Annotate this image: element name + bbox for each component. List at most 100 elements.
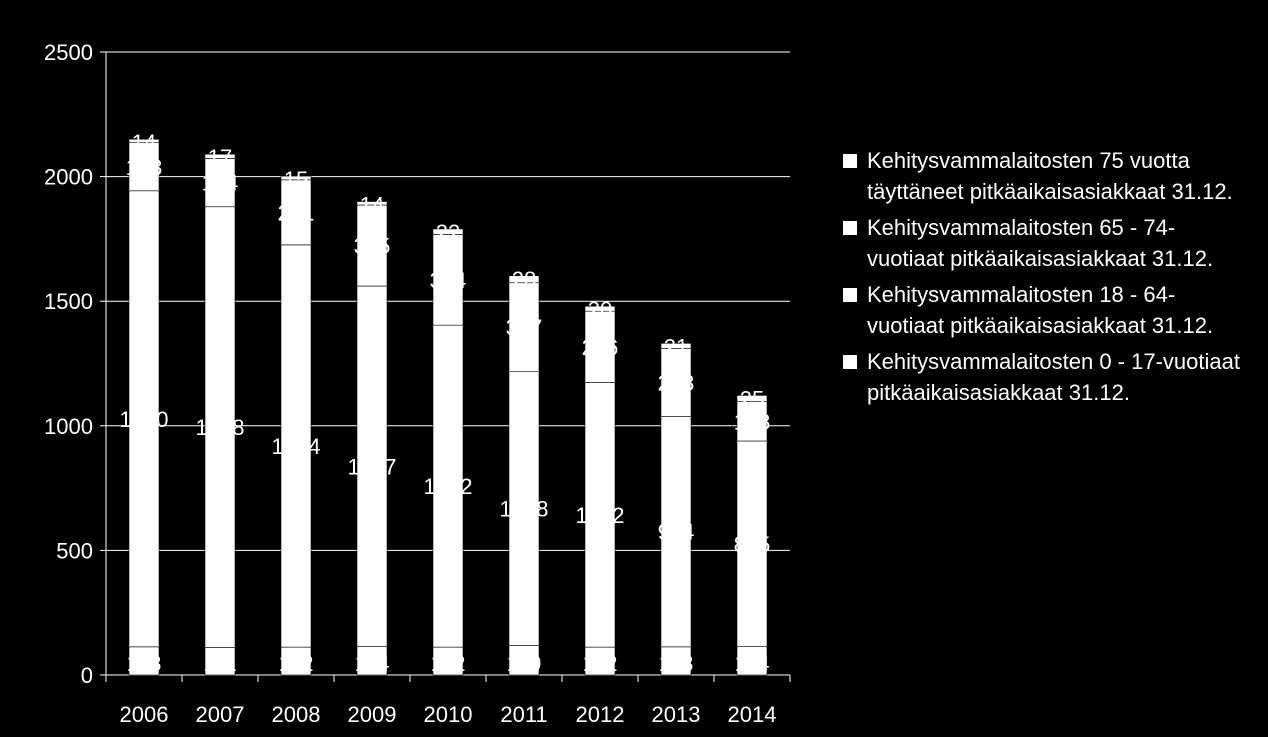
bar-segment — [356, 285, 388, 647]
bar-segment — [280, 175, 312, 181]
y-tick-label: 2000 — [44, 165, 93, 190]
legend-label: Kehitysvammalaitosten 18 - 64-vuotiaat p… — [867, 282, 1214, 338]
data-label: 119 — [506, 651, 541, 676]
x-tick-label: 2012 — [576, 702, 625, 727]
data-label: 15 — [284, 167, 308, 192]
legend-item-75-plus: Kehitysvammalaitosten 75 vuotta täyttäne… — [843, 146, 1243, 207]
bar-segment — [280, 646, 312, 676]
bar-segment — [508, 371, 540, 646]
x-tick-label: 2009 — [348, 702, 397, 727]
data-label: 1614 — [272, 434, 321, 459]
data-label: 158 — [734, 409, 771, 434]
y-tick-label: 2500 — [44, 40, 93, 65]
bar-segment — [508, 282, 540, 373]
data-label: 112 — [582, 651, 617, 676]
bar-segment — [584, 305, 616, 312]
data-label: 325 — [354, 234, 391, 259]
data-label: 364 — [430, 268, 467, 293]
bar-segment — [584, 310, 616, 383]
bar-segment — [736, 646, 768, 676]
x-tick-label: 2011 — [500, 702, 547, 727]
data-label: 14 — [132, 130, 156, 155]
bar-segment — [204, 206, 236, 648]
bar-segment — [204, 647, 236, 676]
legend-swatch — [843, 288, 857, 302]
data-label: 21 — [664, 334, 688, 359]
data-label: 113 — [126, 651, 161, 676]
data-label: 1098 — [500, 497, 549, 522]
data-labels: 1131830193141111768194171121614261151141… — [120, 130, 771, 676]
data-label: 114 — [734, 651, 769, 676]
y-tick-label: 500 — [56, 538, 93, 563]
legend-swatch — [843, 154, 857, 168]
data-label: 1062 — [576, 503, 625, 528]
data-label: 1768 — [196, 415, 245, 440]
legend-item-65-74: Kehitysvammalaitosten 65 - 74-vuotiaat p… — [843, 213, 1243, 274]
data-label: 193 — [126, 155, 163, 180]
data-label: 28 — [512, 267, 536, 292]
bars — [128, 138, 768, 676]
legend: Kehitysvammalaitosten 75 vuotta täyttäne… — [843, 146, 1243, 414]
x-tick-label: 2014 — [728, 702, 777, 727]
bar-segment — [356, 646, 388, 676]
y-axis: 0 500 1000 1500 2000 2500 — [44, 40, 107, 688]
bar-segment — [432, 324, 464, 648]
bar-segment — [660, 343, 692, 349]
bar-segment — [584, 382, 616, 648]
legend-label: Kehitysvammalaitosten 65 - 74-vuotiaat p… — [867, 215, 1214, 271]
data-label: 112 — [278, 651, 313, 676]
legend-label: Kehitysvammalaitosten 0 - 17-vuotiaat pi… — [867, 349, 1240, 405]
x-tick-label: 2006 — [120, 702, 169, 727]
bar-segment — [356, 201, 388, 206]
x-tick-label: 2007 — [196, 702, 245, 727]
data-label: 1830 — [120, 407, 169, 432]
data-label: 1447 — [348, 454, 397, 479]
data-label: 25 — [740, 386, 764, 411]
bar-segment — [280, 244, 312, 648]
legend-swatch — [843, 221, 857, 235]
bar-segment — [660, 646, 692, 676]
data-label: 261 — [278, 200, 315, 225]
data-label: 825 — [734, 532, 771, 557]
legend-item-18-64: Kehitysvammalaitosten 18 - 64-vuotiaat p… — [843, 280, 1243, 341]
x-tick-label: 2010 — [424, 702, 473, 727]
data-label: 20 — [588, 297, 612, 322]
bar-segment — [128, 138, 160, 144]
bar-segment — [432, 228, 464, 235]
bar-segment — [280, 179, 312, 246]
data-label: 1292 — [424, 474, 473, 499]
data-label: 114 — [354, 651, 389, 676]
legend-swatch — [843, 355, 857, 369]
bar-segment — [660, 348, 692, 417]
data-label: 924 — [658, 520, 695, 545]
bar-segment — [736, 440, 768, 647]
data-label: 194 — [202, 171, 239, 196]
data-label: 357 — [506, 315, 543, 340]
data-label: 113 — [658, 651, 693, 676]
data-label: 273 — [658, 371, 695, 396]
y-tick-label: 0 — [81, 663, 93, 688]
data-label: 17 — [208, 145, 232, 170]
data-label: 14 — [360, 193, 384, 218]
bar-segment — [508, 645, 540, 676]
legend-label: Kehitysvammalaitosten 75 vuotta täyttäne… — [867, 148, 1233, 204]
bar-segment — [508, 275, 540, 284]
y-tick-label: 1000 — [44, 414, 93, 439]
bar-segment — [204, 153, 236, 159]
bar-segment — [128, 190, 160, 648]
legend-item-0-17: Kehitysvammalaitosten 0 - 17-vuotiaat pi… — [843, 347, 1243, 408]
data-label: 286 — [582, 335, 619, 360]
bar-segment — [736, 401, 768, 442]
x-axis: 2006 2007 2008 2009 2010 2011 2012 2013 2014 — [105, 674, 791, 727]
x-tick-label: 2013 — [652, 702, 701, 727]
y-tick-label: 1500 — [44, 289, 93, 314]
data-label: 22 — [436, 220, 460, 245]
bar-segment — [204, 158, 236, 208]
bar-segment — [736, 395, 768, 402]
x-tick-label: 2008 — [272, 702, 321, 727]
data-label: 112 — [430, 651, 465, 676]
bar-segment — [128, 646, 160, 676]
data-label: 111 — [203, 651, 236, 676]
bar-segment — [128, 142, 160, 192]
